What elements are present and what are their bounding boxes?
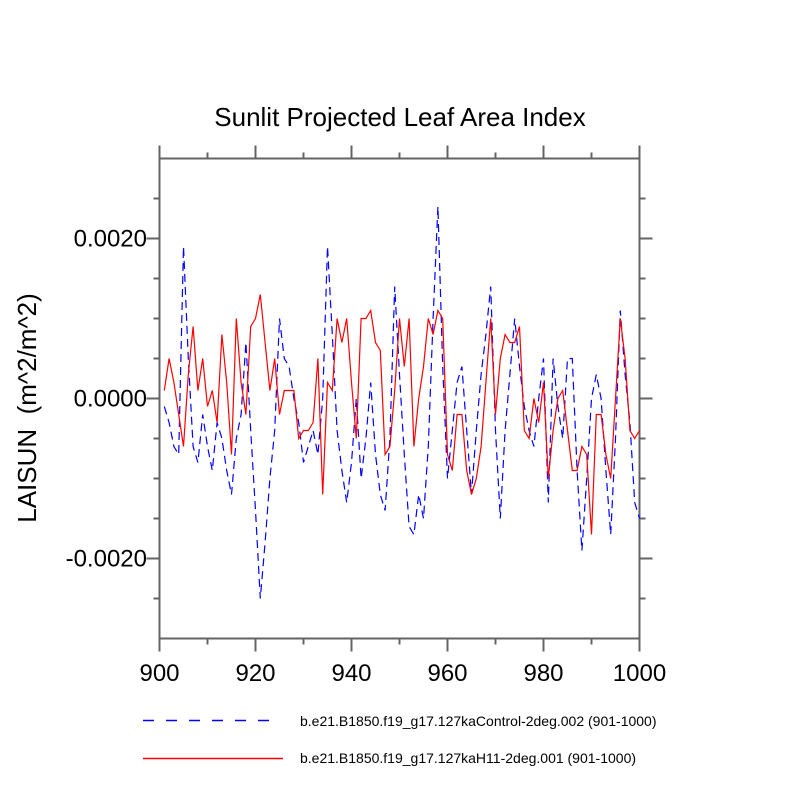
y-tick-label: 0.0000 (74, 386, 147, 413)
x-tick-label: 1000 (613, 660, 666, 687)
x-tick-label: 920 (235, 660, 275, 687)
axis-tick-labels: 900 920 940 960 980 1000 0.0020 0.0000 -0.0020 (66, 226, 667, 688)
legend: b.e21.B1850.f19_g17.127kaControl-2deg.00… (143, 713, 657, 766)
x-tick-label: 900 (139, 660, 179, 687)
legend-label-control: b.e21.B1850.f19_g17.127kaControl-2deg.00… (300, 713, 657, 729)
y-tick-label: 0.0020 (74, 226, 147, 253)
x-tick-label: 940 (331, 660, 371, 687)
axis-ticks (146, 145, 653, 652)
x-tick-label: 960 (427, 660, 467, 687)
control-series-line (163, 206, 641, 599)
legend-label-h11: b.e21.B1850.f19_g17.127kaH11-2deg.001 (9… (300, 750, 636, 766)
y-tick-label: -0.0020 (66, 546, 147, 573)
data-series (163, 206, 641, 599)
h11-series-line (163, 294, 641, 535)
plot-frame (158, 157, 641, 640)
x-tick-label: 980 (523, 660, 563, 687)
chart-title: Sunlit Projected Leaf Area Index (214, 102, 585, 132)
y-axis-title: LAISUN (m^2/m^2) (12, 293, 42, 523)
